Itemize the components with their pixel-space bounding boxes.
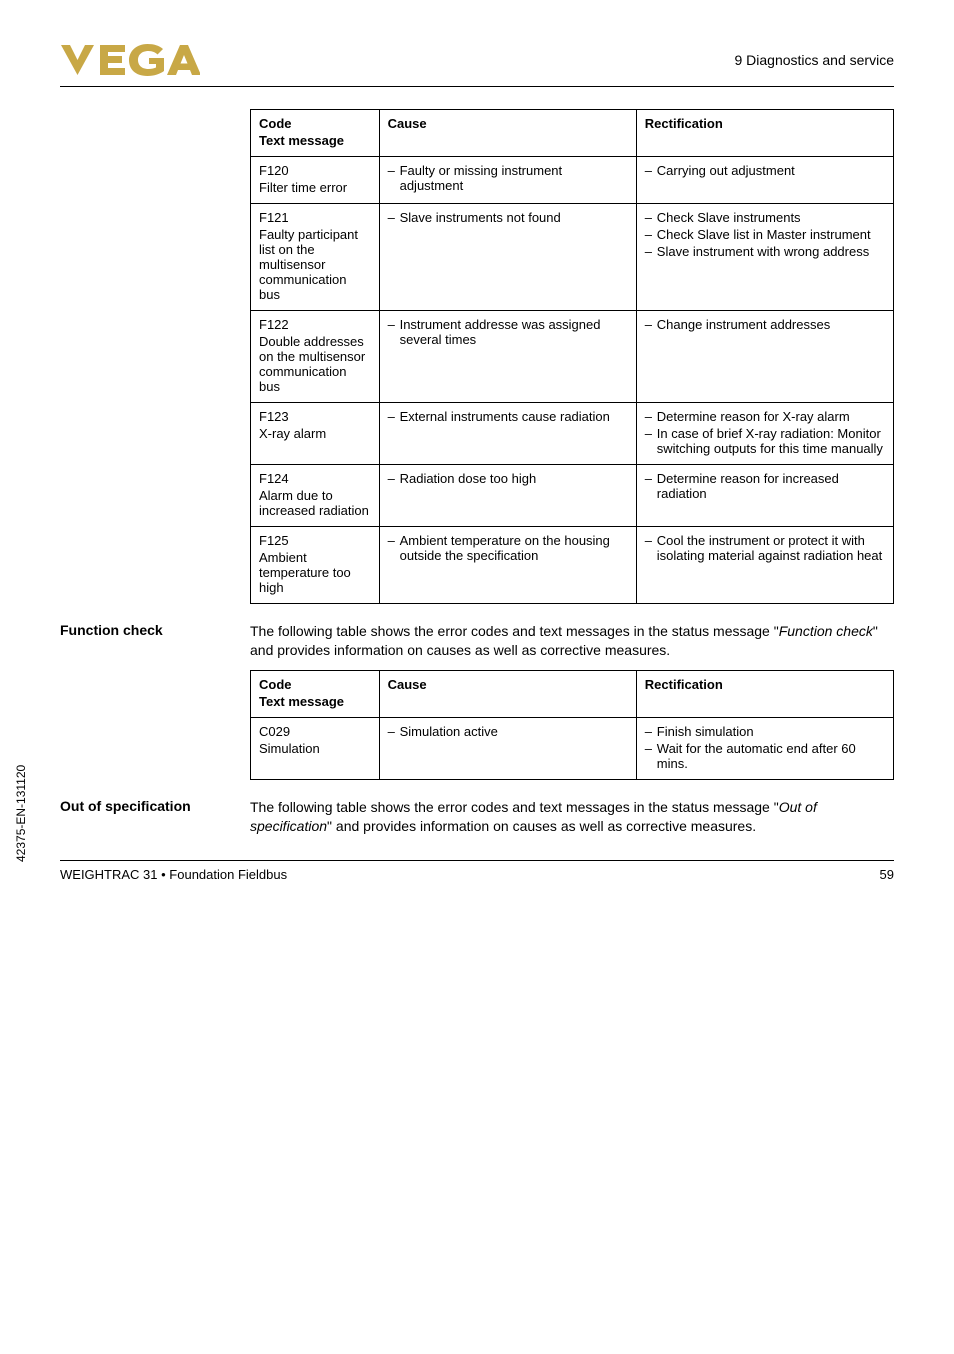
list-item: Determine reason for increased radiation xyxy=(645,471,885,501)
cell-code: F125Ambient temperature too high xyxy=(251,527,380,604)
list-item: Check Slave instruments xyxy=(645,210,885,225)
list-item: In case of brief X-ray radiation: Monito… xyxy=(645,426,885,456)
section-title: 9 Diagnostics and service xyxy=(734,52,894,68)
cell-cause: Faulty or missing instrument adjustment xyxy=(379,157,636,204)
cell-cause: External instruments cause radiation xyxy=(379,403,636,465)
list-item: Change instrument addresses xyxy=(645,317,885,332)
cell-cause: Simulation active xyxy=(379,717,636,779)
cell-code: F121Faulty participant list on the multi… xyxy=(251,204,380,311)
table-row: F123X-ray alarm External instruments caus… xyxy=(251,403,894,465)
th-code: Code Text message xyxy=(251,110,380,157)
cell-code: F122Double addresses on the multisensor … xyxy=(251,311,380,403)
list-item: Slave instrument with wrong address xyxy=(645,244,885,259)
cell-code: F120Filter time error xyxy=(251,157,380,204)
error-codes-table-main: Code Text message Cause Rectification F1… xyxy=(250,109,894,604)
cell-cause: Instrument addresse was assigned several… xyxy=(379,311,636,403)
table-row: F125Ambient temperature too high Ambient … xyxy=(251,527,894,604)
list-item: Carrying out adjustment xyxy=(645,163,885,178)
side-label-out-of-spec: Out of specification xyxy=(60,798,230,814)
cell-rect: Determine reason for X-ray alarm In case … xyxy=(636,403,893,465)
page-header: 9 Diagnostics and service xyxy=(60,40,894,87)
th-rect: Rectification xyxy=(636,670,893,717)
function-check-paragraph: The following table shows the error code… xyxy=(250,622,894,660)
out-of-spec-paragraph: The following table shows the error code… xyxy=(250,798,894,836)
table-row: F120Filter time error Faulty or missing i… xyxy=(251,157,894,204)
error-codes-table-fc: Code Text message Cause Rectification C0… xyxy=(250,670,894,780)
list-item: Ambient temperature on the housing outsi… xyxy=(388,533,628,563)
side-label-function-check: Function check xyxy=(60,622,230,638)
th-rect: Rectification xyxy=(636,110,893,157)
list-item: Determine reason for X-ray alarm xyxy=(645,409,885,424)
list-item: Finish simulation xyxy=(645,724,885,739)
cell-cause: Ambient temperature on the housing outsi… xyxy=(379,527,636,604)
footer-page-number: 59 xyxy=(880,867,894,882)
table-row: F122Double addresses on the multisensor … xyxy=(251,311,894,403)
cell-cause: Slave instruments not found xyxy=(379,204,636,311)
list-item: External instruments cause radiation xyxy=(388,409,628,424)
cell-rect: Finish simulation Wait for the automatic … xyxy=(636,717,893,779)
cell-rect: Check Slave instruments Check Slave list … xyxy=(636,204,893,311)
th-cause: Cause xyxy=(379,110,636,157)
vertical-doc-id: 42375-EN-131120 xyxy=(14,764,28,861)
list-item: Check Slave list in Master instrument xyxy=(645,227,885,242)
list-item: Slave instruments not found xyxy=(388,210,628,225)
cell-rect: Determine reason for increased radiation xyxy=(636,465,893,527)
list-item: Instrument addresse was assigned several… xyxy=(388,317,628,347)
list-item: Faulty or missing instrument adjustment xyxy=(388,163,628,193)
table-row: F121Faulty participant list on the multi… xyxy=(251,204,894,311)
list-item: Simulation active xyxy=(388,724,628,739)
table-row: C029Simulation Simulation active Finish si… xyxy=(251,717,894,779)
cell-rect: Carrying out adjustment xyxy=(636,157,893,204)
cell-cause: Radiation dose too high xyxy=(379,465,636,527)
cell-code: C029Simulation xyxy=(251,717,380,779)
th-cause: Cause xyxy=(379,670,636,717)
page-footer: WEIGHTRAC 31 • Foundation Fieldbus 59 xyxy=(60,860,894,882)
vega-logo xyxy=(60,40,200,80)
list-item: Cool the instrument or protect it with i… xyxy=(645,533,885,563)
footer-left: WEIGHTRAC 31 • Foundation Fieldbus xyxy=(60,867,287,882)
cell-rect: Cool the instrument or protect it with i… xyxy=(636,527,893,604)
cell-code: F124Alarm due to increased radiation xyxy=(251,465,380,527)
table-row: F124Alarm due to increased radiation Radi… xyxy=(251,465,894,527)
th-code: Code Text message xyxy=(251,670,380,717)
list-item: Wait for the automatic end after 60 mins… xyxy=(645,741,885,771)
cell-code: F123X-ray alarm xyxy=(251,403,380,465)
list-item: Radiation dose too high xyxy=(388,471,628,486)
cell-rect: Change instrument addresses xyxy=(636,311,893,403)
